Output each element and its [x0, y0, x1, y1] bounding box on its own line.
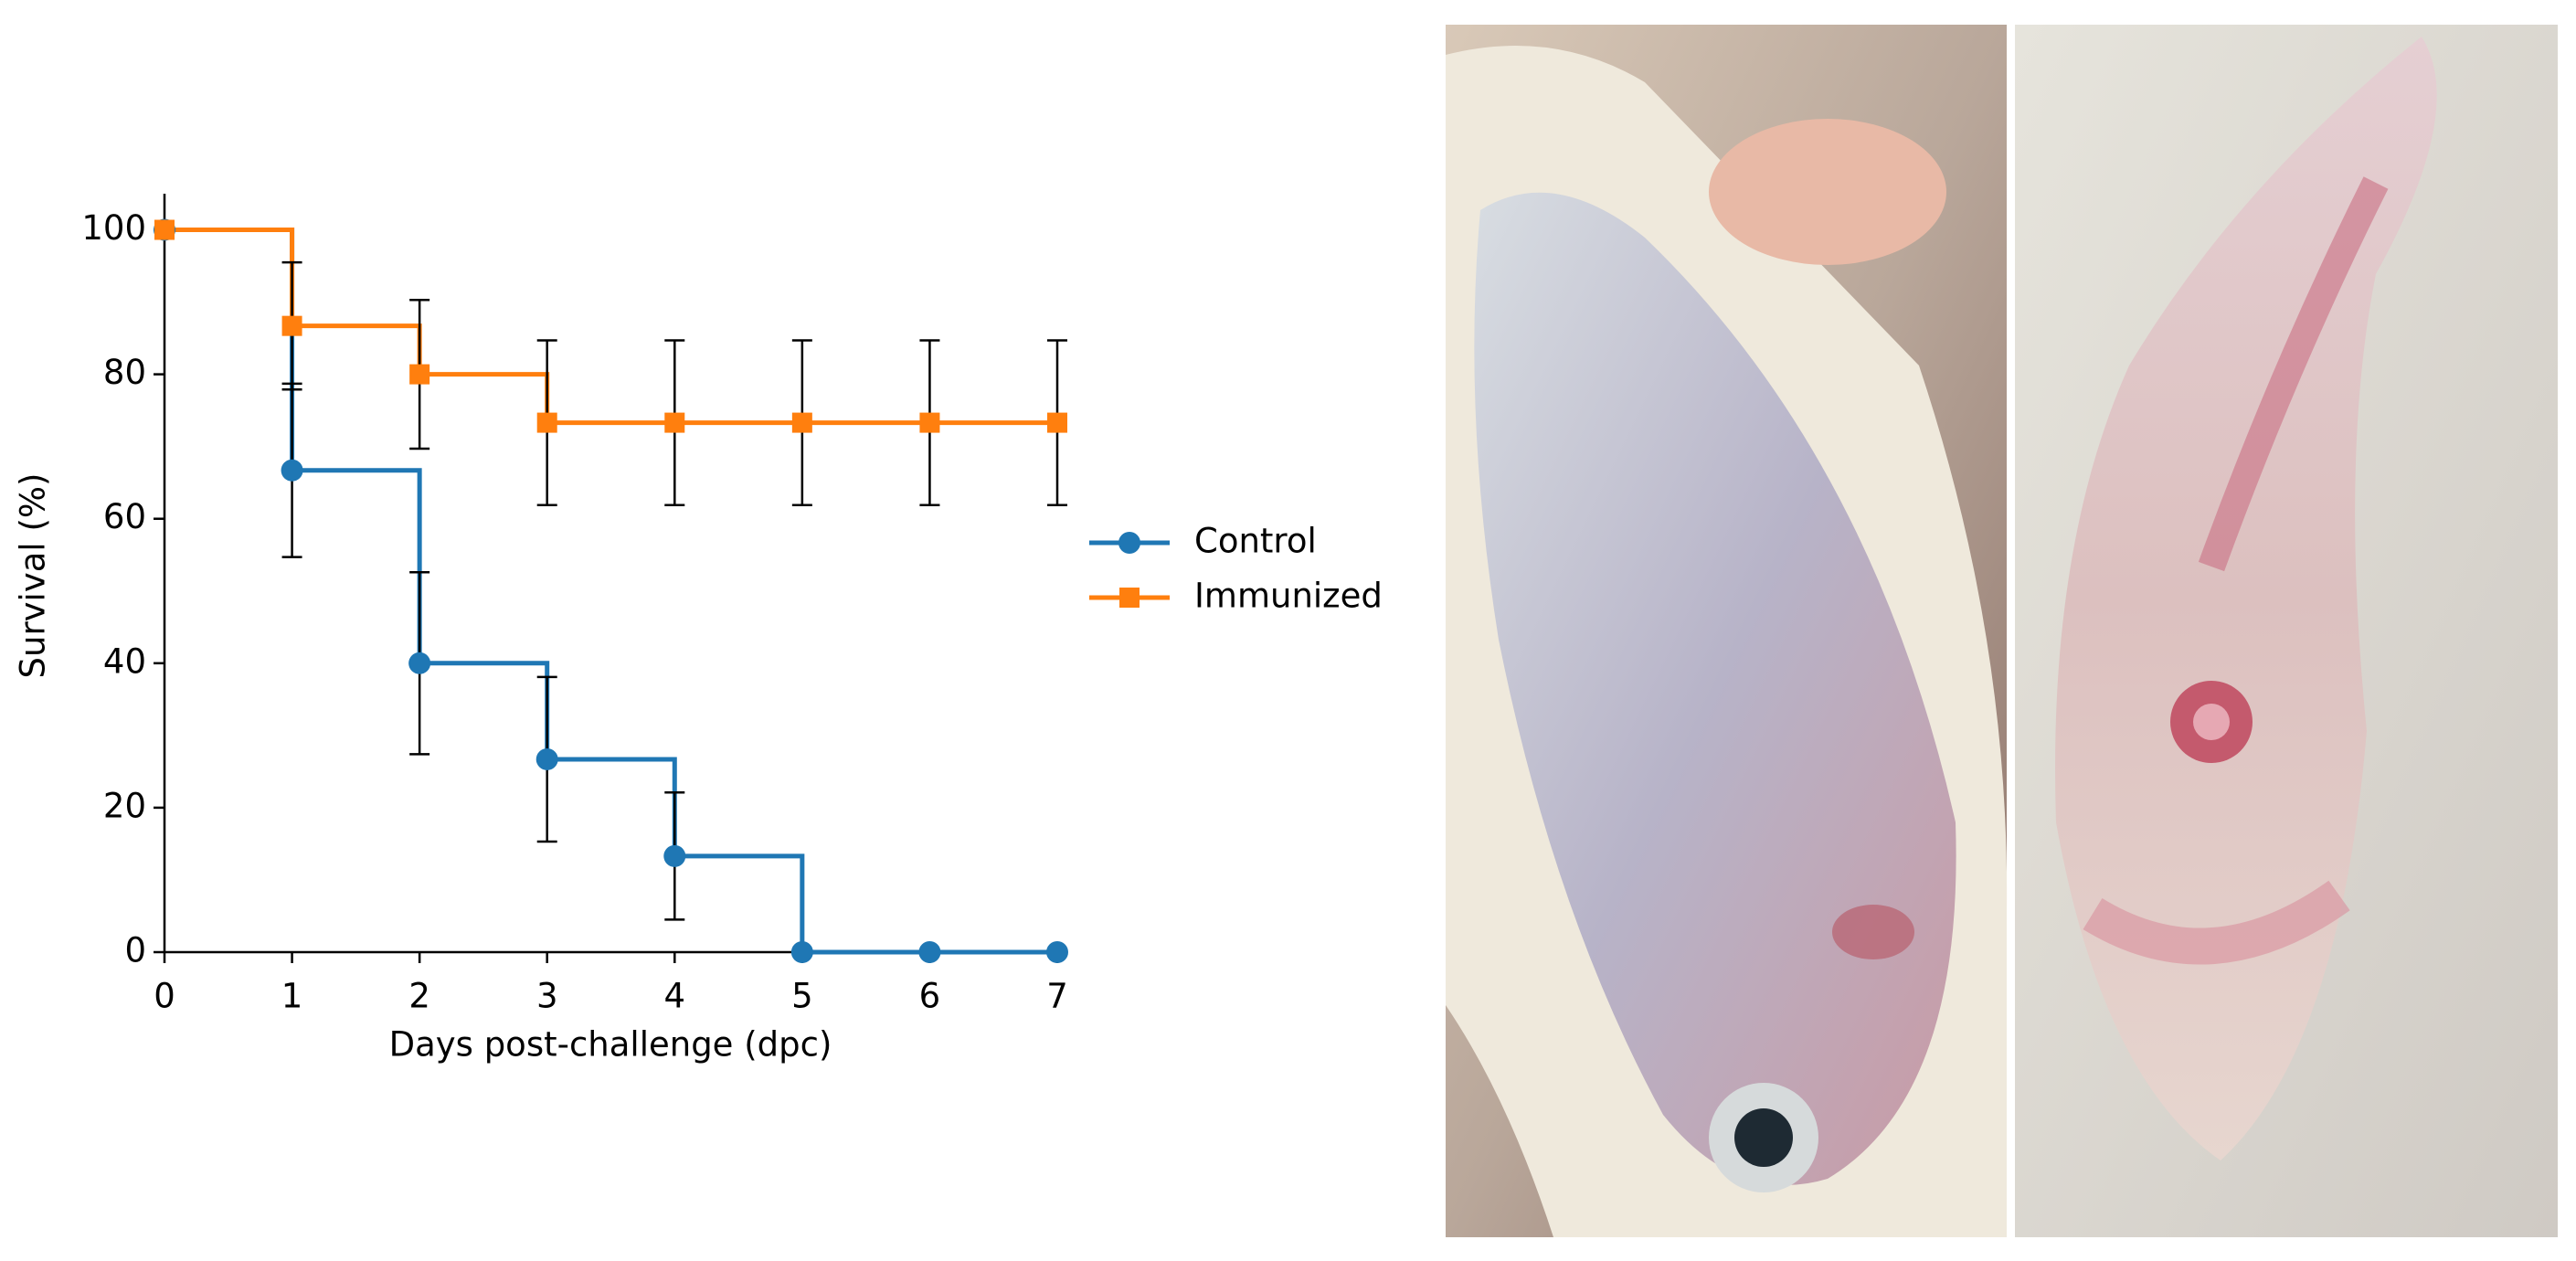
x-tick-label: 4 [664, 977, 686, 1016]
survival-line [164, 228, 1057, 955]
x-tick-label: 1 [281, 977, 303, 1016]
data-point [281, 459, 303, 482]
y-tick-label: 0 [124, 931, 146, 970]
x-tick-label: 3 [536, 977, 558, 1016]
data-point [409, 364, 430, 385]
photo-diseased-fish-ventral [2015, 25, 2558, 1237]
data-point [663, 844, 686, 867]
data-point [408, 652, 431, 674]
y-tick-label: 40 [103, 641, 146, 681]
x-axis-label: Days post-challenge (dpc) [389, 1025, 832, 1065]
x-tick-label: 7 [1046, 977, 1068, 1016]
y-axis-label: Survival (%) [14, 473, 53, 679]
data-point [791, 412, 812, 433]
x-tick-label: 2 [408, 977, 430, 1016]
x-tick-label: 6 [919, 977, 941, 1016]
data-point [536, 412, 557, 433]
data-point [919, 412, 940, 433]
data-point [535, 747, 558, 770]
legend-marker [1118, 532, 1140, 554]
x-tick-label: 0 [154, 977, 175, 1016]
data-point [281, 315, 302, 336]
legend-label: Immunized [1194, 577, 1383, 616]
photo-diseased-fish-side [1446, 25, 2008, 1237]
data-point [918, 941, 941, 963]
y-tick-label: 60 [103, 497, 146, 536]
y-tick-label: 80 [103, 353, 146, 392]
legend-marker [1119, 588, 1140, 608]
legend-label: Control [1194, 522, 1317, 561]
y-tick-label: 100 [81, 208, 146, 248]
x-tick-label: 5 [791, 977, 813, 1016]
data-point [1046, 941, 1068, 963]
y-tick-label: 20 [103, 786, 146, 825]
data-point [664, 412, 685, 433]
data-point [790, 941, 813, 963]
data-point [1047, 412, 1067, 433]
data-point [154, 219, 175, 240]
